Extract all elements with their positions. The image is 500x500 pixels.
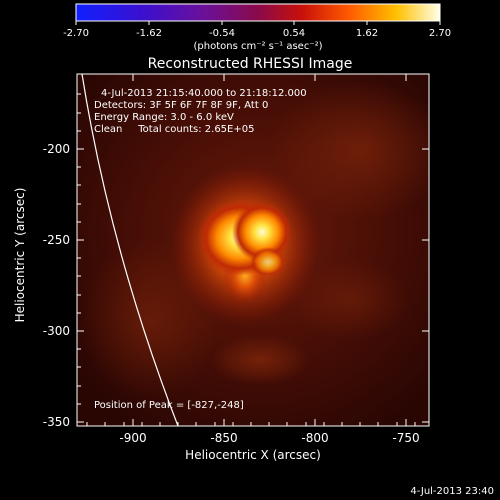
y-axis-ticks	[77, 93, 429, 423]
x-tick-label: -750	[392, 431, 419, 445]
colorbar-tick-label: 2.70	[429, 28, 451, 39]
footer-timestamp: 4-Jul-2013 23:40	[410, 486, 494, 497]
colorbar-units-label: (photons cm⁻² s⁻¹ asec⁻²)	[193, 41, 322, 52]
peak-position-label: Position of Peak = [-827,-248]	[94, 400, 244, 411]
colorbar-tick-label: -1.62	[136, 28, 162, 39]
colorbar-tick-label: 1.62	[356, 28, 378, 39]
solar-limb-line	[81, 74, 179, 426]
x-tick-label: -800	[301, 431, 328, 445]
y-tick-label: -350	[43, 415, 70, 429]
y-axis-label: Heliocentric Y (arcsec)	[13, 188, 27, 323]
x-tick-label: -900	[119, 431, 146, 445]
info-clean-counts: Clean Total counts: 2.65E+05	[94, 124, 254, 135]
colorbar-tick-labels: -2.70 -1.62 -0.54 0.54 1.62 2.70	[63, 28, 451, 39]
rhessi-image	[77, 74, 429, 426]
y-tick-label: -200	[43, 142, 70, 156]
x-axis-ticks	[86, 74, 416, 426]
colorbar	[75, 3, 441, 22]
plot-frame	[76, 73, 430, 427]
info-block: 4-Jul-2013 21:15:40.000 to 21:18:12.000 …	[94, 88, 307, 135]
y-axis-tick-labels: -200 -250 -300 -350	[43, 142, 70, 429]
info-time-range: 4-Jul-2013 21:15:40.000 to 21:18:12.000	[101, 88, 307, 99]
x-axis-label: Heliocentric X (arcsec)	[185, 448, 321, 462]
colorbar-tick-label: -2.70	[63, 28, 89, 39]
colorbar-tick-label: 0.54	[283, 28, 305, 39]
x-axis-tick-labels: -900 -850 -800 -750	[119, 431, 419, 445]
y-tick-label: -250	[43, 233, 70, 247]
y-tick-label: -300	[43, 324, 70, 338]
info-energy-range: Energy Range: 3.0 - 6.0 keV	[94, 112, 234, 123]
info-detectors: Detectors: 3F 5F 6F 7F 8F 9F, Att 0	[94, 100, 268, 111]
colorbar-ticks	[75, 21, 441, 25]
colorbar-tick-label: -0.54	[209, 28, 235, 39]
x-tick-label: -850	[210, 431, 237, 445]
plot-title: Reconstructed RHESSI Image	[148, 56, 353, 72]
